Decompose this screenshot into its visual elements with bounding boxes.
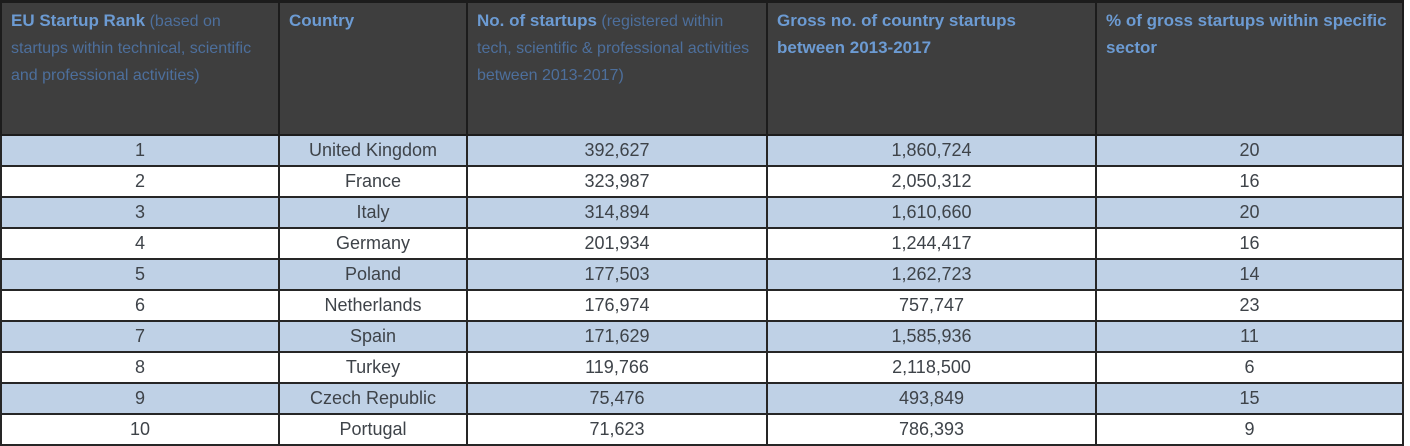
header-startups-note: (registered within tech, scientific & pr… [477,13,750,84]
cell-country: Portugal [278,412,468,446]
table-row: 4 Germany 201,934 1,244,417 16 [0,226,1404,260]
header-percent: % of gross startups within specific sect… [1095,0,1404,136]
table-row: 6 Netherlands 176,974 757,747 23 [0,288,1404,322]
cell-gross: 786,393 [766,412,1097,446]
cell-rank: 3 [0,195,280,229]
header-startups: No. of startups (registered within tech,… [466,0,768,136]
cell-rank: 4 [0,226,280,260]
header-row: EU Startup Rank (based on startups withi… [0,0,1404,136]
cell-gross: 1,244,417 [766,226,1097,260]
cell-country: Germany [278,226,468,260]
cell-percent: 23 [1095,288,1404,322]
cell-startups: 392,627 [466,133,768,167]
header-gross-title: Gross no. of country startups between 20… [777,11,1016,57]
cell-startups: 71,623 [466,412,768,446]
cell-country: Turkey [278,350,468,384]
cell-startups: 177,503 [466,257,768,291]
cell-rank: 5 [0,257,280,291]
cell-country: France [278,164,468,198]
table-row: 3 Italy 314,894 1,610,660 20 [0,195,1404,229]
cell-rank: 6 [0,288,280,322]
cell-rank: 1 [0,133,280,167]
table-row: 2 France 323,987 2,050,312 16 [0,164,1404,198]
cell-rank: 2 [0,164,280,198]
cell-country: Spain [278,319,468,353]
cell-percent: 11 [1095,319,1404,353]
cell-percent: 15 [1095,381,1404,415]
cell-percent: 20 [1095,133,1404,167]
table-body: 1 United Kingdom 392,627 1,860,724 20 2 … [0,133,1404,446]
table-row: 9 Czech Republic 75,476 493,849 15 [0,381,1404,415]
cell-gross: 2,050,312 [766,164,1097,198]
table-row: 1 United Kingdom 392,627 1,860,724 20 [0,133,1404,167]
cell-startups: 75,476 [466,381,768,415]
cell-startups: 323,987 [466,164,768,198]
table-row: 10 Portugal 71,623 786,393 9 [0,412,1404,446]
cell-country: Poland [278,257,468,291]
cell-rank: 9 [0,381,280,415]
header-rank: EU Startup Rank (based on startups withi… [0,0,280,136]
header-rank-note: (based on startups within technical, sci… [11,13,252,84]
table-row: 7 Spain 171,629 1,585,936 11 [0,319,1404,353]
cell-country: Italy [278,195,468,229]
cell-rank: 8 [0,350,280,384]
header-startups-title: No. of startups [477,11,597,30]
cell-percent: 16 [1095,164,1404,198]
cell-gross: 2,118,500 [766,350,1097,384]
cell-startups: 176,974 [466,288,768,322]
cell-percent: 20 [1095,195,1404,229]
cell-rank: 10 [0,412,280,446]
cell-gross: 1,585,936 [766,319,1097,353]
cell-gross: 493,849 [766,381,1097,415]
cell-startups: 119,766 [466,350,768,384]
header-percent-title: % of gross startups within specific sect… [1106,11,1387,57]
table-header: EU Startup Rank (based on startups withi… [0,0,1404,136]
cell-startups: 201,934 [466,226,768,260]
cell-country: Czech Republic [278,381,468,415]
cell-gross: 1,262,723 [766,257,1097,291]
cell-percent: 16 [1095,226,1404,260]
cell-startups: 314,894 [466,195,768,229]
table-row: 5 Poland 177,503 1,262,723 14 [0,257,1404,291]
header-country: Country [278,0,468,136]
table-row: 8 Turkey 119,766 2,118,500 6 [0,350,1404,384]
header-rank-title: EU Startup Rank [11,11,146,30]
cell-gross: 1,610,660 [766,195,1097,229]
cell-percent: 6 [1095,350,1404,384]
cell-gross: 757,747 [766,288,1097,322]
cell-percent: 14 [1095,257,1404,291]
cell-country: United Kingdom [278,133,468,167]
cell-startups: 171,629 [466,319,768,353]
header-gross: Gross no. of country startups between 20… [766,0,1097,136]
cell-percent: 9 [1095,412,1404,446]
cell-rank: 7 [0,319,280,353]
cell-country: Netherlands [278,288,468,322]
header-country-title: Country [289,11,355,30]
cell-gross: 1,860,724 [766,133,1097,167]
